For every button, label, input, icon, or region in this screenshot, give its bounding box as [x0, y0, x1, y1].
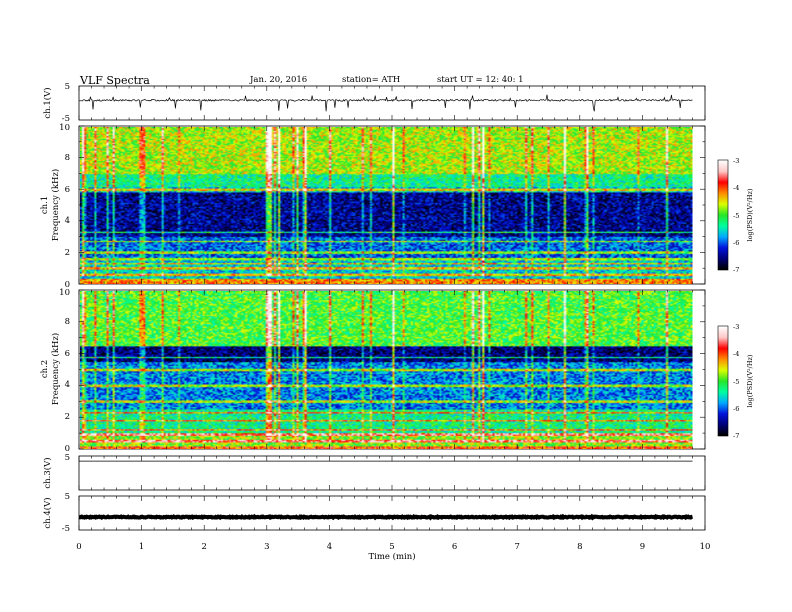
ch2-colorbar-tick: -7 — [733, 432, 739, 440]
ch1-colorbar-tick: -5 — [733, 212, 739, 220]
ch4-waveform-ylabel: ch.4(V) — [42, 497, 53, 528]
ch2-spectrogram-ytick: 4 — [65, 380, 70, 390]
ch1-spectrogram-ytick: 2 — [65, 248, 70, 258]
figure-title: VLF Spectra — [79, 74, 150, 87]
ch1-spectrogram-ytick: 0 — [65, 280, 70, 290]
ch4-waveform-line — [78, 513, 693, 521]
ch2-spectrogram-ytick: 6 — [65, 349, 70, 359]
x-tick-label: 6 — [452, 542, 457, 552]
ch1-colorbar-image — [718, 160, 728, 270]
x-tick-label: 2 — [201, 542, 206, 552]
ch1-spectrogram-ytick: 4 — [65, 216, 70, 226]
ch2-spectrogram-ylabel-frequency: Frequency (kHz) — [50, 333, 61, 405]
x-tick-label: 10 — [700, 542, 711, 552]
ch1-waveform-ylabel: ch.1(V) — [42, 87, 53, 118]
x-tick-label: 4 — [327, 542, 332, 552]
ch4-waveform-ytick: 5 — [65, 492, 70, 502]
ch1-colorbar-label: log(PSD)(V²/Hz) — [746, 188, 754, 241]
x-tick-label: 3 — [264, 542, 269, 552]
ch1-spectrogram-ylabel-frequency: Frequency (kHz) — [50, 169, 61, 241]
ch1-waveform-line — [79, 94, 693, 112]
x-axis-label: Time (min) — [368, 551, 415, 562]
ch2-colorbar-tick: -5 — [733, 378, 739, 386]
ch1-colorbar-tick: -3 — [733, 157, 739, 165]
ch2-colorbar: -3 -4 -5 -6 -7 log(PSD)(V²/Hz) — [717, 323, 754, 440]
ch1-spectrogram-image — [80, 127, 693, 284]
ch1-waveform-ytick: -5 — [62, 114, 70, 124]
ch2-spectrogram-image — [80, 291, 693, 449]
ch1-colorbar-tick: -6 — [733, 239, 739, 247]
ch2-colorbar-label: log(PSD)(V²/Hz) — [746, 354, 754, 407]
tick-marks-group — [78, 86, 706, 530]
x-tick-label: 8 — [577, 542, 582, 552]
ch1-spectrogram-ylabel-channel: ch.1 — [40, 196, 50, 214]
ch2-colorbar-tick: -4 — [733, 350, 739, 358]
ch1-colorbar-tick: -4 — [733, 184, 739, 192]
ch1-colorbar-tick: -7 — [733, 266, 739, 274]
ch1-colorbar-frame — [717, 159, 729, 271]
x-tick-label: 0 — [76, 542, 81, 552]
ch2-spectrogram-ytick: 0 — [65, 444, 70, 454]
x-tick-label: 1 — [139, 542, 144, 552]
header-station: station= ATH — [342, 75, 400, 85]
ch3-waveform-ytick: 5 — [65, 453, 70, 463]
ch2-colorbar-frame — [717, 325, 729, 437]
ch2-spectrogram-ytick: 10 — [59, 288, 70, 298]
ch1-colorbar: -3 -4 -5 -6 -7 log(PSD)(V²/Hz) — [717, 157, 754, 274]
x-tick-label: 9 — [640, 542, 645, 552]
ch1-waveform-frame — [78, 85, 706, 121]
ch1-spectrogram-ytick: 8 — [65, 153, 70, 163]
ch2-spectrogram-ytick: 2 — [65, 412, 70, 422]
ch1-waveform-ytick: 5 — [65, 82, 70, 92]
header-start-time: start UT = 12: 40: 1 — [437, 75, 524, 85]
x-tick-label: 7 — [514, 542, 519, 552]
ch2-colorbar-tick: -6 — [733, 405, 739, 413]
ch4-waveform-frame — [78, 495, 706, 531]
ch4-waveform-ytick: -5 — [62, 524, 70, 534]
ch2-spectrogram-ytick: 8 — [65, 317, 70, 327]
ch2-colorbar-tick: -3 — [733, 323, 739, 331]
ch2-spectrogram-ylabel-channel: ch.2 — [40, 360, 50, 378]
ch1-spectrogram-ytick: 6 — [65, 185, 70, 195]
ch2-colorbar-image — [718, 326, 728, 436]
x-tick-label: 5 — [389, 542, 394, 552]
ch1-spectrogram-ytick: 10 — [59, 123, 70, 133]
ch3-waveform-ylabel: ch.3(V) — [42, 457, 53, 488]
header-date: Jan. 20, 2016 — [249, 75, 307, 85]
